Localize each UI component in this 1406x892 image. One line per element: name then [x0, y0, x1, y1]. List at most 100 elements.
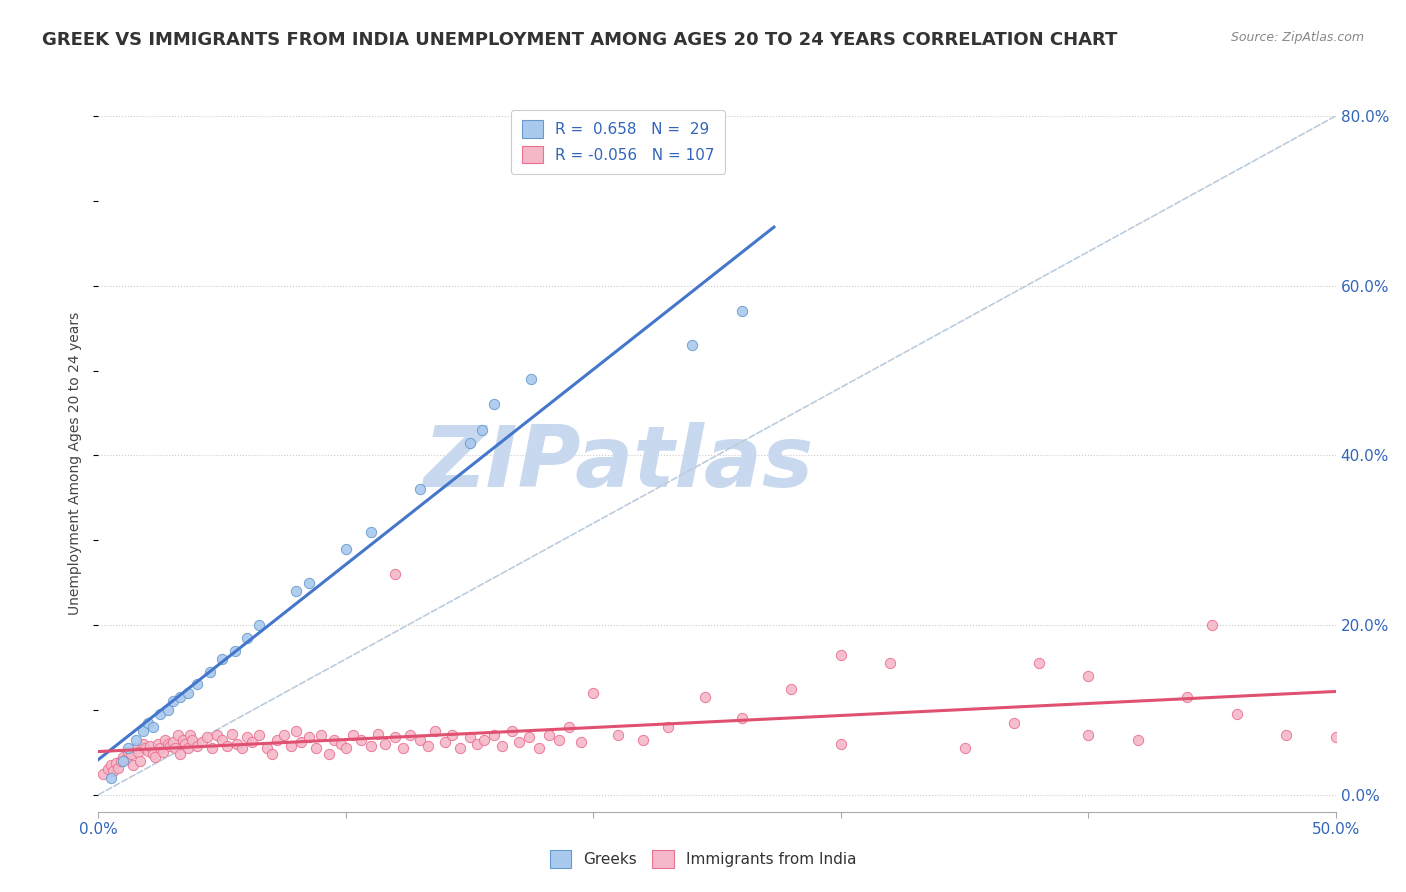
Point — [285, 584, 308, 599]
Point — [166, 728, 188, 742]
Point — [205, 728, 228, 742]
Point — [285, 724, 308, 739]
Point — [350, 732, 373, 747]
Point — [139, 739, 162, 753]
Point — [449, 741, 471, 756]
Point — [527, 741, 550, 756]
Point — [474, 732, 496, 747]
Point — [547, 732, 569, 747]
Point — [247, 728, 270, 742]
Point — [93, 766, 115, 780]
Point — [433, 735, 456, 749]
Point — [273, 728, 295, 742]
Point — [1324, 730, 1347, 744]
Point — [681, 338, 703, 352]
Point — [657, 720, 679, 734]
Point — [181, 732, 204, 747]
Point — [318, 747, 340, 761]
Point — [582, 686, 605, 700]
Point — [953, 741, 976, 756]
Legend: R =  0.658   N =  29, R = -0.056   N = 107: R = 0.658 N = 29, R = -0.056 N = 107 — [510, 110, 725, 174]
Point — [1175, 690, 1198, 705]
Point — [124, 741, 146, 756]
Point — [1126, 732, 1149, 747]
Point — [136, 715, 159, 730]
Point — [191, 735, 214, 749]
Point — [120, 747, 142, 761]
Point — [329, 737, 352, 751]
Point — [156, 737, 179, 751]
Point — [879, 657, 901, 671]
Point — [143, 749, 166, 764]
Point — [631, 732, 654, 747]
Point — [1201, 618, 1223, 632]
Point — [117, 745, 139, 759]
Point — [195, 730, 218, 744]
Point — [780, 681, 803, 696]
Point — [335, 541, 357, 556]
Point — [305, 741, 328, 756]
Point — [172, 732, 194, 747]
Point — [1028, 657, 1050, 671]
Point — [1002, 715, 1025, 730]
Point — [1226, 707, 1249, 722]
Point — [162, 694, 184, 708]
Point — [146, 737, 169, 751]
Point — [441, 728, 464, 742]
Point — [211, 732, 233, 747]
Point — [221, 726, 243, 740]
Point — [409, 483, 432, 497]
Point — [149, 741, 172, 756]
Point — [132, 724, 155, 739]
Point — [176, 741, 198, 756]
Point — [186, 739, 208, 753]
Point — [198, 665, 221, 679]
Point — [335, 741, 357, 756]
Point — [122, 758, 145, 772]
Text: GREEK VS IMMIGRANTS FROM INDIA UNEMPLOYMENT AMONG AGES 20 TO 24 YEARS CORRELATIO: GREEK VS IMMIGRANTS FROM INDIA UNEMPLOYM… — [42, 31, 1118, 49]
Point — [114, 752, 136, 766]
Point — [201, 741, 224, 756]
Point — [384, 730, 406, 744]
Point — [298, 575, 321, 590]
Point — [280, 739, 302, 753]
Point — [104, 756, 127, 770]
Point — [520, 372, 543, 386]
Point — [165, 741, 187, 756]
Point — [290, 735, 312, 749]
Point — [416, 739, 439, 753]
Point — [458, 435, 481, 450]
Point — [156, 703, 179, 717]
Point — [97, 762, 120, 776]
Point — [830, 648, 852, 662]
Point — [186, 677, 208, 691]
Point — [100, 771, 122, 785]
Point — [107, 761, 129, 775]
Point — [112, 754, 135, 768]
Point — [557, 720, 579, 734]
Point — [159, 739, 181, 753]
Point — [155, 732, 177, 747]
Point — [224, 643, 246, 657]
Text: Source: ZipAtlas.com: Source: ZipAtlas.com — [1230, 31, 1364, 45]
Point — [693, 690, 716, 705]
Point — [409, 732, 432, 747]
Point — [491, 739, 513, 753]
Text: ZIPatlas: ZIPatlas — [423, 422, 813, 506]
Point — [342, 728, 364, 742]
Point — [607, 728, 630, 742]
Y-axis label: Unemployment Among Ages 20 to 24 years: Unemployment Among Ages 20 to 24 years — [69, 312, 83, 615]
Point — [266, 732, 288, 747]
Point — [830, 737, 852, 751]
Point — [110, 754, 132, 768]
Point — [169, 690, 191, 705]
Point — [236, 631, 259, 645]
Point — [501, 724, 523, 739]
Point — [162, 735, 184, 749]
Point — [360, 524, 382, 539]
Point — [211, 652, 233, 666]
Point — [247, 618, 270, 632]
Point — [322, 732, 344, 747]
Point — [471, 423, 494, 437]
Point — [569, 735, 592, 749]
